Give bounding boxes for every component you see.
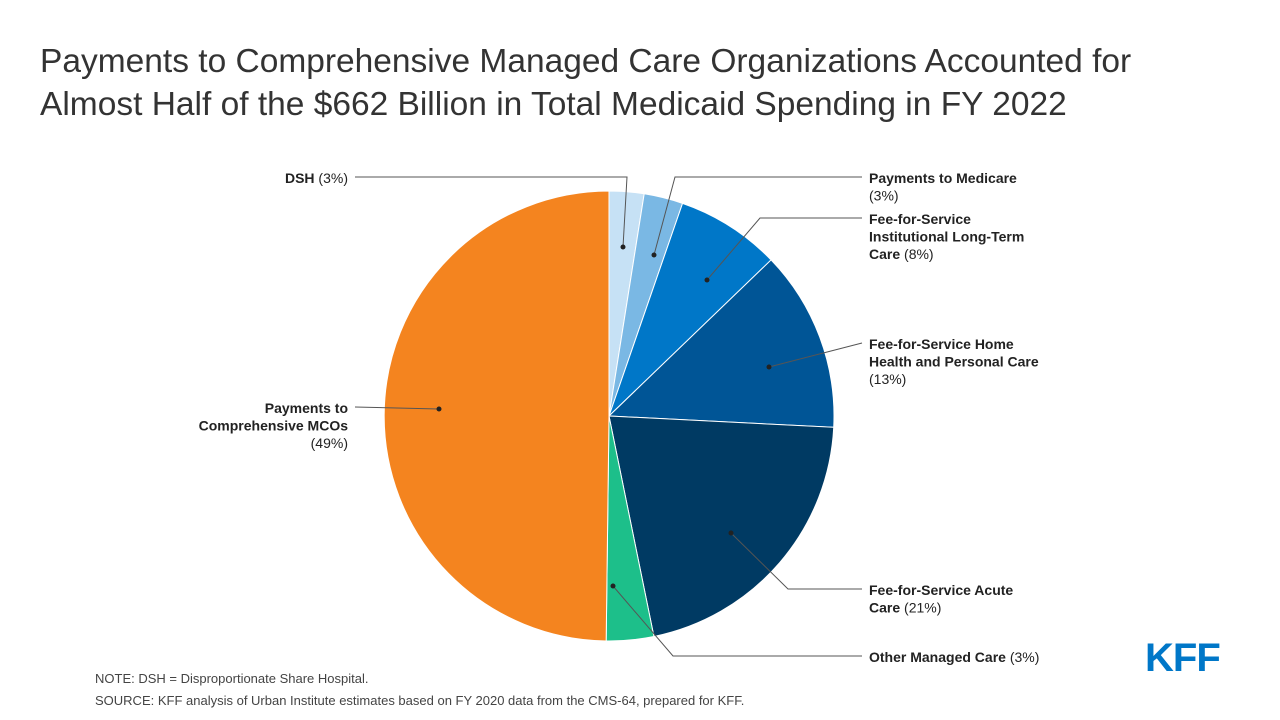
- slice-label-name: DSH: [285, 170, 315, 186]
- slice-label-name: Care: [869, 600, 900, 616]
- leader-line: [730, 532, 862, 590]
- slice-label: Fee-for-Service Institutional Long-Term Ca…: [869, 211, 1024, 262]
- slice-label-name: Payments to: [265, 400, 348, 416]
- pie-slice: [607, 259, 835, 428]
- slice-label: Payments to Comprehensive MCOs (49%): [199, 400, 349, 451]
- leader-line: [354, 406, 440, 410]
- slice-label-percent: (21%): [900, 600, 941, 616]
- slice-label-name: Fee-for-Service Acute: [869, 582, 1013, 598]
- leader-dot: [728, 530, 734, 536]
- slice-label-name: Other Managed Care: [869, 649, 1006, 665]
- leader-line: [653, 176, 862, 256]
- leader-line: [355, 176, 628, 248]
- pie-slices: [383, 190, 835, 642]
- note-text: NOTE: DSH = Disproportionate Share Hospi…: [95, 671, 369, 686]
- slice-label-percent: (49%): [311, 435, 348, 451]
- slice-label: Fee-for-Service Acute Care (21%): [869, 582, 1013, 616]
- slice-label: DSH (3%): [285, 170, 348, 186]
- slice-label-percent: (13%): [869, 371, 906, 387]
- slice-label-name: Payments to Medicare: [869, 170, 1017, 186]
- pie-slice: [383, 190, 610, 642]
- slice-label-percent: (3%): [869, 188, 899, 204]
- slice-label-name: Care: [869, 246, 900, 262]
- slice-label-percent: (8%): [900, 246, 933, 262]
- leader-line: [706, 217, 862, 281]
- chart-title-line-1: Payments to Comprehensive Managed Care O…: [40, 43, 1132, 80]
- slice-label: Payments to Medicare (3%): [869, 170, 1017, 204]
- leader-dot: [436, 406, 442, 412]
- slice-label-name: Comprehensive MCOs: [199, 418, 349, 434]
- leader-dot: [704, 277, 710, 283]
- slice-label: Other Managed Care (3%): [869, 649, 1039, 665]
- slice-label-percent: (3%): [315, 170, 348, 186]
- chart-title: Payments to Comprehensive Managed Care O…: [40, 40, 1240, 126]
- slice-label: Fee-for-Service Home Health and Personal …: [869, 336, 1039, 387]
- leader-dot: [620, 244, 626, 250]
- leader-line: [768, 342, 863, 368]
- leader-dot: [766, 364, 772, 370]
- chart-title-line-2: Almost Half of the $662 Billion in Total…: [40, 86, 1067, 123]
- slice-label-name: Fee-for-Service: [869, 211, 971, 227]
- pie-labels: DSH (3%) Payments to Medicare (3%) Fee-for-…: [199, 170, 1040, 665]
- pie-slice: [608, 202, 772, 417]
- pie-slice: [608, 415, 835, 638]
- leader-dot: [651, 252, 657, 258]
- slice-label-name: Institutional Long-Term: [869, 229, 1024, 245]
- source-text: SOURCE: KFF analysis of Urban Institute …: [95, 693, 745, 708]
- slice-label-name: Fee-for-Service Home: [869, 336, 1014, 352]
- kff-logo: KFF: [1145, 636, 1221, 680]
- slice-label-name: Health and Personal Care: [869, 354, 1039, 370]
- leader-line: [612, 585, 862, 657]
- leader-dot: [610, 583, 616, 589]
- slice-label-percent: (3%): [1006, 649, 1039, 665]
